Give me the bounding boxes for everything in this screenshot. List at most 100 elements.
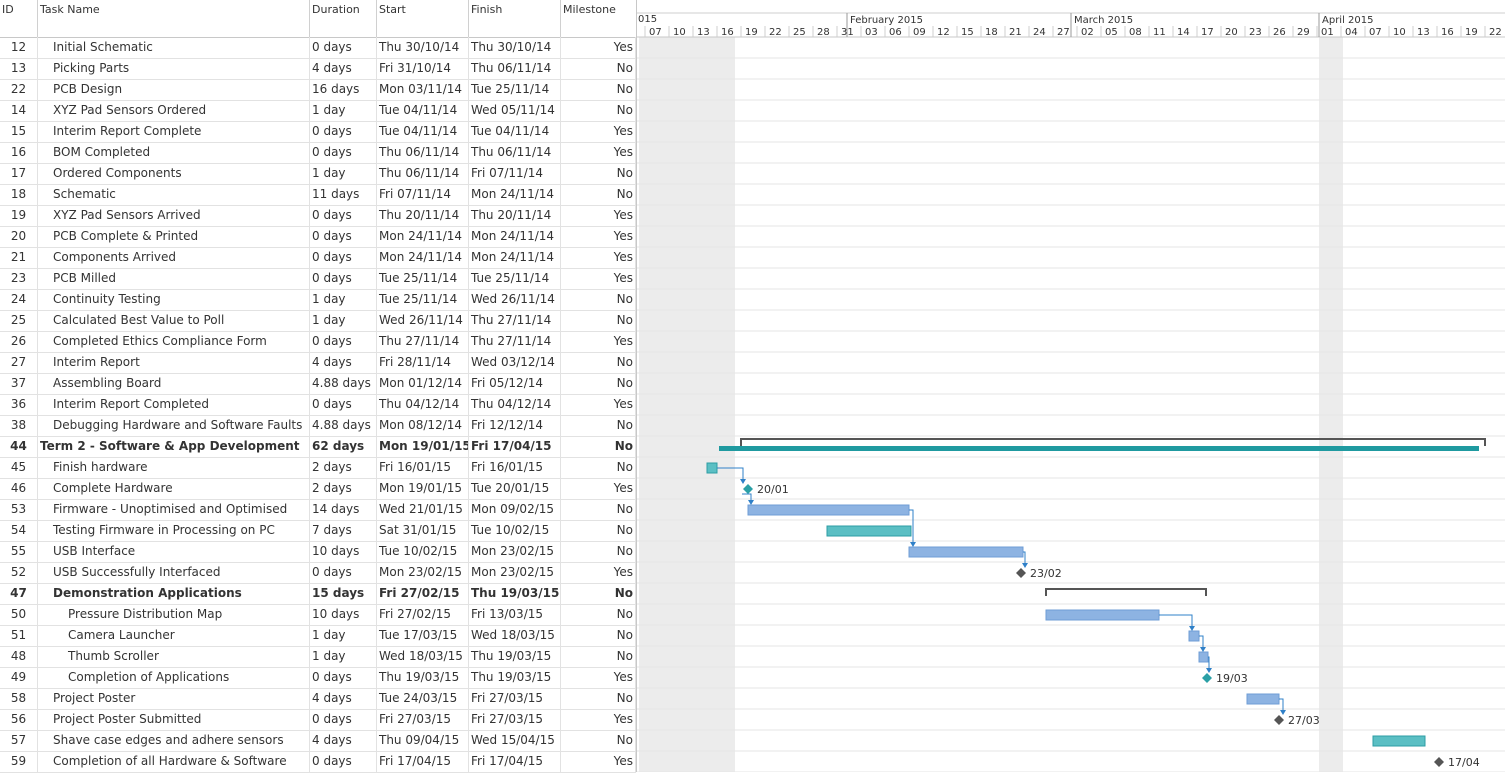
cell-milestone[interactable]: Yes <box>561 667 636 688</box>
cell-milestone[interactable]: No <box>561 688 636 709</box>
cell-start[interactable]: Fri 27/03/15 <box>377 709 469 730</box>
cell-id[interactable]: 53 <box>0 499 38 520</box>
cell-finish[interactable]: Mon 23/02/15 <box>469 541 561 562</box>
cell-start[interactable]: Mon 23/02/15 <box>377 562 469 583</box>
cell-id[interactable]: 58 <box>0 688 38 709</box>
cell-duration[interactable]: 62 days <box>310 436 377 457</box>
cell-finish[interactable]: Mon 24/11/14 <box>469 184 561 205</box>
summary-bracket-term2[interactable] <box>740 438 1486 446</box>
cell-milestone[interactable]: No <box>561 457 636 478</box>
table-row[interactable]: 58 Project Poster 4 days Tue 24/03/15 Fri 27… <box>0 688 636 710</box>
cell-id[interactable]: 56 <box>0 709 38 730</box>
cell-start[interactable]: Thu 30/10/14 <box>377 37 469 58</box>
cell-id[interactable]: 46 <box>0 478 38 499</box>
cell-start[interactable]: Thu 20/11/14 <box>377 205 469 226</box>
cell-start[interactable]: Thu 27/11/14 <box>377 331 469 352</box>
cell-duration[interactable]: 4 days <box>310 352 377 373</box>
cell-finish[interactable]: Tue 04/11/14 <box>469 121 561 142</box>
cell-id[interactable]: 14 <box>0 100 38 121</box>
table-row[interactable]: 52 USB Successfully Interfaced 0 days Mon 2… <box>0 562 636 584</box>
cell-milestone[interactable]: No <box>561 163 636 184</box>
col-header-id[interactable]: ID <box>0 0 38 37</box>
cell-name[interactable]: Demonstration Applications <box>38 583 310 604</box>
cell-name[interactable]: Shave case edges and adhere sensors <box>38 730 310 751</box>
cell-finish[interactable]: Fri 27/03/15 <box>469 688 561 709</box>
cell-finish[interactable]: Tue 10/02/15 <box>469 520 561 541</box>
cell-milestone[interactable]: Yes <box>561 562 636 583</box>
cell-start[interactable]: Sat 31/01/15 <box>377 520 469 541</box>
cell-finish[interactable]: Thu 19/03/15 <box>469 646 561 667</box>
cell-duration[interactable]: 2 days <box>310 478 377 499</box>
cell-duration[interactable]: 16 days <box>310 79 377 100</box>
cell-name[interactable]: Testing Firmware in Processing on PC <box>38 520 310 541</box>
table-row[interactable]: 38 Debugging Hardware and Software Faults… <box>0 415 636 437</box>
milestone-49[interactable] <box>1202 673 1212 683</box>
cell-id[interactable]: 24 <box>0 289 38 310</box>
table-row[interactable]: 50 Pressure Distribution Map 10 days Fri 27… <box>0 604 636 626</box>
cell-duration[interactable]: 4.88 days <box>310 415 377 436</box>
cell-start[interactable]: Mon 24/11/14 <box>377 226 469 247</box>
task-bar-48[interactable] <box>1198 651 1209 663</box>
cell-duration[interactable]: 0 days <box>310 226 377 247</box>
cell-milestone[interactable]: Yes <box>561 751 636 772</box>
cell-name[interactable]: Continuity Testing <box>38 289 310 310</box>
cell-start[interactable]: Wed 18/03/15 <box>377 646 469 667</box>
cell-name[interactable]: Completion of Applications <box>38 667 310 688</box>
cell-start[interactable]: Wed 21/01/15 <box>377 499 469 520</box>
cell-start[interactable]: Thu 04/12/14 <box>377 394 469 415</box>
task-bar-55[interactable] <box>908 546 1024 558</box>
cell-finish[interactable]: Mon 23/02/15 <box>469 562 561 583</box>
cell-finish[interactable]: Thu 27/11/14 <box>469 331 561 352</box>
table-row[interactable]: 25 Calculated Best Value to Poll 1 day Wed … <box>0 310 636 332</box>
table-row[interactable]: 45 Finish hardware 2 days Fri 16/01/15 Fri 1… <box>0 457 636 479</box>
cell-start[interactable]: Tue 25/11/14 <box>377 289 469 310</box>
cell-id[interactable]: 13 <box>0 58 38 79</box>
milestone-52[interactable] <box>1016 568 1026 578</box>
cell-name[interactable]: Finish hardware <box>38 457 310 478</box>
cell-finish[interactable]: Wed 05/11/14 <box>469 100 561 121</box>
cell-milestone[interactable]: Yes <box>561 268 636 289</box>
cell-id[interactable]: 21 <box>0 247 38 268</box>
cell-name[interactable]: USB Successfully Interfaced <box>38 562 310 583</box>
table-row[interactable]: 26 Completed Ethics Compliance Form 0 days… <box>0 331 636 353</box>
cell-duration[interactable]: 0 days <box>310 268 377 289</box>
table-row[interactable]: 53 Firmware - Unoptimised and Optimised 14… <box>0 499 636 521</box>
cell-name[interactable]: XYZ Pad Sensors Ordered <box>38 100 310 121</box>
cell-start[interactable]: Mon 03/11/14 <box>377 79 469 100</box>
cell-duration[interactable]: 11 days <box>310 184 377 205</box>
cell-name[interactable]: Ordered Components <box>38 163 310 184</box>
milestone-46[interactable] <box>743 484 753 494</box>
cell-name[interactable]: Schematic <box>38 184 310 205</box>
cell-start[interactable]: Tue 04/11/14 <box>377 100 469 121</box>
cell-start[interactable]: Fri 27/02/15 <box>377 583 469 604</box>
summary-bar-term2[interactable] <box>719 446 1479 451</box>
cell-name[interactable]: Interim Report <box>38 352 310 373</box>
cell-name[interactable]: PCB Milled <box>38 268 310 289</box>
cell-duration[interactable]: 4.88 days <box>310 373 377 394</box>
cell-duration[interactable]: 1 day <box>310 100 377 121</box>
cell-id[interactable]: 47 <box>0 583 38 604</box>
cell-start[interactable]: Mon 19/01/15 <box>377 478 469 499</box>
cell-id[interactable]: 27 <box>0 352 38 373</box>
col-header-name[interactable]: Task Name <box>38 0 310 37</box>
cell-start[interactable]: Thu 09/04/15 <box>377 730 469 751</box>
cell-milestone[interactable]: No <box>561 646 636 667</box>
cell-start[interactable]: Fri 28/11/14 <box>377 352 469 373</box>
table-row[interactable]: 21 Components Arrived 0 days Mon 24/11/14 Mo… <box>0 247 636 269</box>
cell-name[interactable]: BOM Completed <box>38 142 310 163</box>
cell-finish[interactable]: Mon 24/11/14 <box>469 226 561 247</box>
cell-id[interactable]: 20 <box>0 226 38 247</box>
cell-name[interactable]: PCB Complete & Printed <box>38 226 310 247</box>
cell-id[interactable]: 44 <box>0 436 38 457</box>
cell-id[interactable]: 19 <box>0 205 38 226</box>
cell-id[interactable]: 15 <box>0 121 38 142</box>
cell-name[interactable]: Project Poster Submitted <box>38 709 310 730</box>
cell-milestone[interactable]: No <box>561 310 636 331</box>
cell-milestone[interactable]: No <box>561 520 636 541</box>
cell-milestone[interactable]: Yes <box>561 709 636 730</box>
table-row[interactable]: 24 Continuity Testing 1 day Tue 25/11/14 Wed… <box>0 289 636 311</box>
cell-finish[interactable]: Fri 27/03/15 <box>469 709 561 730</box>
cell-duration[interactable]: 0 days <box>310 751 377 772</box>
cell-duration[interactable]: 1 day <box>310 163 377 184</box>
cell-milestone[interactable]: No <box>561 415 636 436</box>
